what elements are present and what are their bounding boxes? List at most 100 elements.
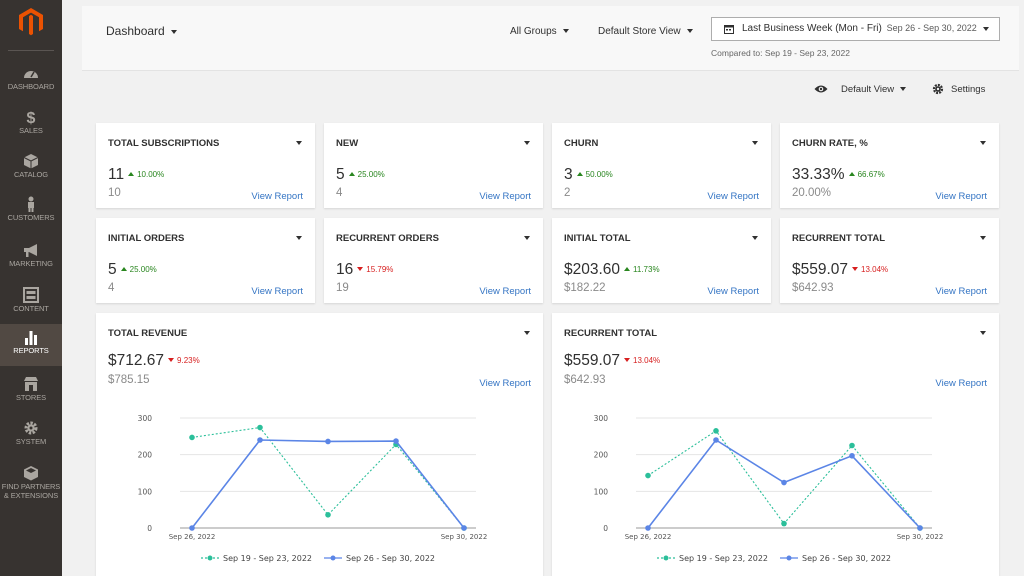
card-value-text: $712.67: [108, 352, 165, 369]
y-tick-label: 200: [594, 451, 609, 460]
view-report-link[interactable]: View Report: [707, 286, 759, 297]
view-report-link[interactable]: View Report: [935, 378, 987, 389]
sidebar-item-stores[interactable]: STORES: [0, 371, 62, 413]
card-previous-value: $785.15: [108, 374, 150, 386]
data-point[interactable]: [325, 438, 331, 445]
sidebar-item-content[interactable]: CONTENT: [0, 282, 62, 324]
sidebar-item-label: SYSTEM: [15, 437, 47, 446]
bar-chart-icon: [25, 331, 37, 345]
trend-down-icon: [357, 267, 364, 272]
legend-item[interactable]: Sep 26 - Sep 30, 2022: [780, 554, 891, 563]
sidebar-item-dashboard[interactable]: DASHBOARD: [0, 60, 62, 102]
sidebar-item-label: DASHBOARD: [7, 82, 55, 91]
data-point[interactable]: [257, 424, 263, 431]
card-previous-value: $642.93: [564, 374, 606, 386]
date-range-picker[interactable]: Last Business Week (Mon - Fri) Sep 26 - …: [711, 17, 1000, 41]
view-switcher[interactable]: Default View: [841, 84, 907, 95]
sidebar-item-catalog[interactable]: CATALOG: [0, 148, 62, 190]
card-value-text: 3: [564, 166, 573, 183]
view-report-link[interactable]: View Report: [479, 378, 531, 389]
card-title: RECURRENT TOTAL: [564, 328, 658, 339]
card-delta: 9.23%: [168, 356, 200, 365]
eye-icon: [814, 85, 828, 93]
data-point[interactable]: [781, 479, 787, 486]
chevron-down-icon: [562, 29, 569, 34]
card-menu-chevron-icon[interactable]: [524, 331, 530, 335]
sidebar-item-find[interactable]: FIND PARTNERS & EXTENSIONS: [0, 460, 62, 506]
card-delta: 50.00%: [576, 170, 613, 179]
kpi-card-initial-orders: INITIAL ORDERS 5 25.00% 4 View Report: [96, 218, 315, 303]
card-delta-text: 11.73%: [633, 265, 660, 275]
kpi-card-initial-total: INITIAL TOTAL $203.60 11.73% $182.22 View Re…: [552, 218, 771, 303]
trend-down-icon: [852, 267, 859, 272]
view-report-link[interactable]: View Report: [479, 191, 531, 202]
card-menu-chevron-icon[interactable]: [752, 236, 758, 240]
kpi-card-churn-rate: CHURN RATE, % 33.33% 66.67% 20.00% View Repo…: [780, 123, 999, 208]
view-report-link[interactable]: View Report: [935, 191, 987, 202]
series-line: [191, 426, 465, 529]
card-previous-value: 20.00%: [792, 187, 832, 199]
data-point[interactable]: [781, 520, 787, 527]
legend-item[interactable]: Sep 26 - Sep 30, 2022: [324, 554, 435, 563]
sidebar-item-marketing[interactable]: MARKETING: [0, 237, 62, 279]
kpi-card-new: NEW 5 25.00% 4 View Report: [324, 123, 543, 208]
settings-button[interactable]: Settings: [951, 84, 986, 95]
view-report-link[interactable]: View Report: [935, 286, 987, 297]
card-delta-text: 10.00%: [137, 170, 165, 180]
card-menu-chevron-icon[interactable]: [980, 141, 986, 145]
data-point[interactable]: [257, 437, 263, 443]
card-value: 3 50.00%: [564, 166, 613, 184]
data-point[interactable]: [849, 452, 855, 459]
data-point[interactable]: [849, 442, 855, 449]
store-view-switcher[interactable]: Default Store View: [598, 26, 693, 37]
sidebar-item-customers[interactable]: CUSTOMERS: [0, 191, 62, 233]
card-menu-chevron-icon[interactable]: [524, 141, 530, 145]
data-point[interactable]: [713, 437, 719, 443]
x-tick-label: Sep 30, 2022: [897, 533, 944, 541]
legend-item[interactable]: Sep 19 - Sep 23, 2022: [657, 554, 768, 563]
trend-up-icon: [120, 267, 127, 272]
card-delta: 15.79%: [357, 265, 393, 274]
sidebar-item-system[interactable]: SYSTEM: [0, 415, 62, 457]
data-point[interactable]: [917, 525, 923, 531]
y-tick-label: 100: [594, 487, 609, 496]
card-menu-chevron-icon[interactable]: [752, 141, 758, 145]
card-title: NEW: [336, 138, 359, 149]
data-point[interactable]: [645, 472, 651, 479]
card-value-text: 11: [108, 166, 125, 183]
card-delta: 11.73%: [624, 265, 660, 274]
card-menu-chevron-icon[interactable]: [980, 236, 986, 240]
card-menu-chevron-icon[interactable]: [296, 141, 302, 145]
sidebar-item-reports[interactable]: REPORTS: [0, 324, 62, 366]
card-value-text: 16: [336, 261, 354, 278]
data-point[interactable]: [645, 525, 651, 531]
group-switcher[interactable]: All Groups: [510, 26, 569, 37]
card-menu-chevron-icon[interactable]: [980, 331, 986, 335]
card-value-text: 33.33%: [792, 166, 845, 183]
data-point[interactable]: [461, 525, 467, 531]
view-report-link[interactable]: View Report: [251, 191, 303, 202]
legend-item[interactable]: Sep 19 - Sep 23, 2022: [201, 554, 312, 563]
dashboard-switcher[interactable]: Dashboard: [106, 24, 177, 38]
kpi-card-churn: CHURN 3 50.00% 2 View Report: [552, 123, 771, 208]
card-title: INITIAL TOTAL: [564, 233, 631, 244]
data-point[interactable]: [189, 525, 195, 531]
legend-label: Sep 26 - Sep 30, 2022: [346, 554, 435, 563]
y-tick-label: 100: [138, 487, 153, 496]
card-menu-chevron-icon[interactable]: [524, 236, 530, 240]
gear-icon: [932, 83, 944, 95]
x-tick-label: Sep 26, 2022: [169, 533, 216, 541]
view-report-link[interactable]: View Report: [479, 286, 531, 297]
data-point[interactable]: [189, 434, 195, 441]
y-tick-label: 300: [138, 414, 153, 423]
sidebar-item-sales[interactable]: $ SALES: [0, 104, 62, 146]
view-report-link[interactable]: View Report: [251, 286, 303, 297]
card-menu-chevron-icon[interactable]: [296, 236, 302, 240]
page-header: Dashboard All Groups Default Store View …: [82, 6, 1019, 71]
data-point[interactable]: [393, 438, 399, 444]
data-point[interactable]: [325, 512, 331, 518]
view-report-link[interactable]: View Report: [707, 191, 759, 202]
data-point[interactable]: [713, 428, 719, 434]
magento-logo[interactable]: [19, 8, 43, 36]
kpi-card-total-subscriptions: TOTAL SUBSCRIPTIONS 11 10.00% 10 View Report: [96, 123, 315, 208]
